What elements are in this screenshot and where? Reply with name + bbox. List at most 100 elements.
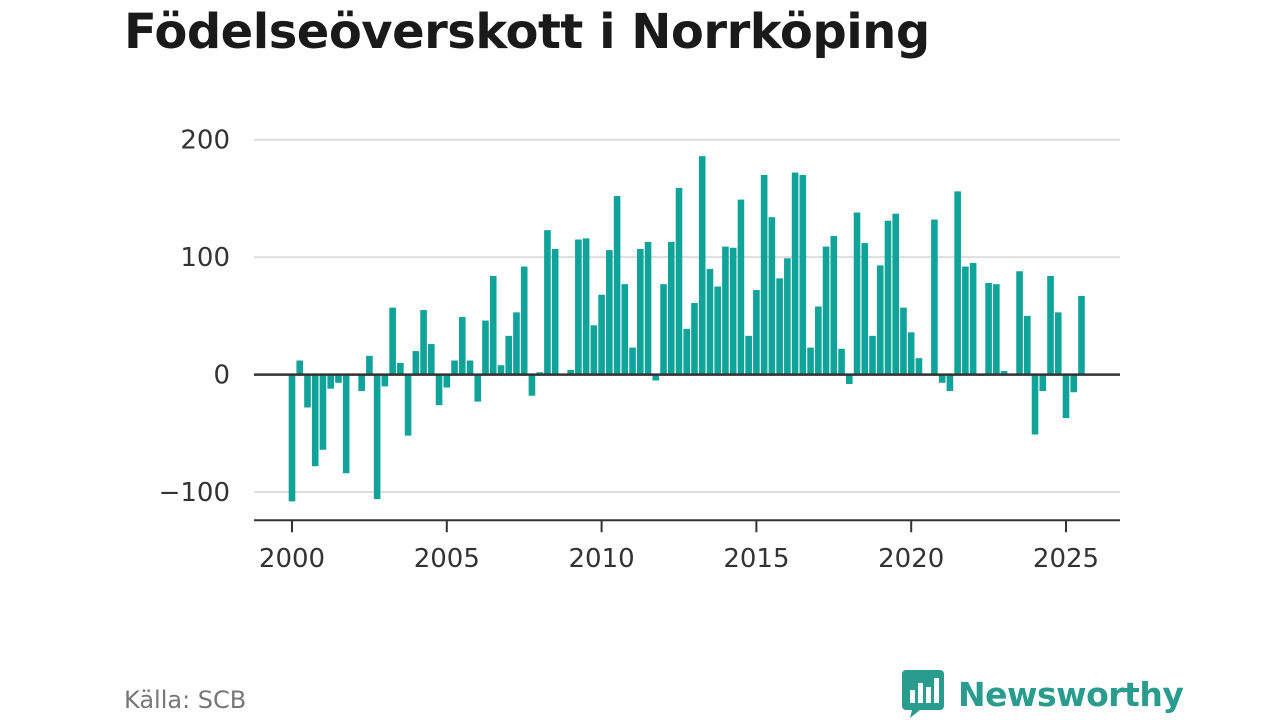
bar (737, 199, 745, 375)
bar (652, 374, 660, 381)
bar (660, 284, 667, 375)
bar (381, 374, 389, 387)
bar (621, 284, 629, 375)
bar (489, 275, 497, 375)
brand-logo: Newsworthy (902, 670, 1184, 718)
x-tick-label: 2000 (259, 544, 325, 574)
y-tick-label: 200 (180, 126, 230, 156)
bar (876, 265, 884, 375)
bar (304, 374, 311, 408)
bar (714, 286, 721, 375)
y-tick-label: −100 (159, 478, 230, 508)
bar (722, 246, 729, 375)
bar (629, 347, 636, 375)
bar (551, 248, 559, 375)
bar (729, 247, 737, 375)
bar (428, 344, 435, 375)
bar (319, 374, 327, 450)
bar (397, 362, 404, 375)
bar (938, 374, 946, 383)
bar (1062, 374, 1070, 419)
bar (915, 358, 923, 375)
bar (412, 351, 420, 375)
bar (946, 374, 954, 392)
bar (1047, 275, 1054, 375)
bar (784, 258, 791, 375)
bar (1031, 374, 1039, 435)
bar (466, 360, 474, 375)
bar (954, 191, 961, 375)
bar (962, 266, 969, 375)
bar (474, 374, 482, 402)
bar (458, 317, 466, 375)
bar (404, 374, 412, 436)
bar (637, 248, 644, 375)
bar (884, 220, 892, 375)
bar (815, 306, 822, 375)
bar (993, 284, 1000, 375)
bar (497, 365, 505, 375)
y-tick-label: 0 (213, 361, 230, 391)
bar (892, 213, 900, 375)
bar (791, 172, 799, 375)
bar (575, 239, 582, 375)
bar (1016, 271, 1023, 375)
bar (838, 348, 845, 375)
bar (1024, 315, 1031, 375)
bar (683, 328, 691, 375)
bar (698, 156, 706, 375)
bar (1054, 312, 1062, 375)
bar (845, 374, 853, 384)
bar (861, 243, 869, 375)
bar (296, 360, 304, 375)
y-tick-label: 100 (180, 243, 230, 273)
bar (590, 325, 598, 375)
bar (598, 294, 605, 375)
bar (753, 290, 760, 375)
bar (667, 241, 675, 375)
bar (420, 310, 427, 375)
bar (799, 174, 807, 375)
bar (907, 332, 915, 375)
bar (544, 230, 551, 375)
bar (435, 374, 443, 406)
bar (567, 369, 574, 375)
bar (528, 374, 536, 396)
x-tick-label: 2015 (723, 544, 789, 574)
bar (969, 263, 977, 375)
bar (613, 196, 621, 375)
x-tick-label: 2020 (878, 544, 944, 574)
bar (582, 238, 590, 375)
bar (853, 212, 861, 375)
bar (822, 246, 830, 375)
bar (311, 374, 319, 467)
bar (691, 302, 698, 375)
bar (1078, 295, 1085, 375)
bar (451, 360, 458, 375)
bar (327, 374, 334, 389)
bar (706, 268, 714, 375)
x-tick-label: 2010 (569, 544, 635, 574)
source-note: Källa: SCB (124, 686, 247, 714)
bar (505, 335, 513, 375)
bar (513, 312, 520, 375)
bar (931, 219, 938, 375)
bar (1000, 371, 1008, 375)
bar (1039, 374, 1047, 392)
bar (443, 374, 451, 388)
bar (760, 174, 768, 375)
bar (776, 278, 783, 375)
bar (335, 374, 342, 383)
chart-title: Födelseöverskott i Norrköping (124, 4, 930, 60)
x-tick-label: 2005 (414, 544, 480, 574)
bar (389, 307, 396, 375)
bar (869, 335, 876, 375)
bar (1070, 374, 1078, 393)
bar (482, 320, 489, 375)
bar (366, 355, 373, 375)
bar (985, 282, 992, 375)
bar (900, 307, 907, 375)
bar (520, 266, 528, 375)
brand-name: Newsworthy (958, 674, 1184, 714)
